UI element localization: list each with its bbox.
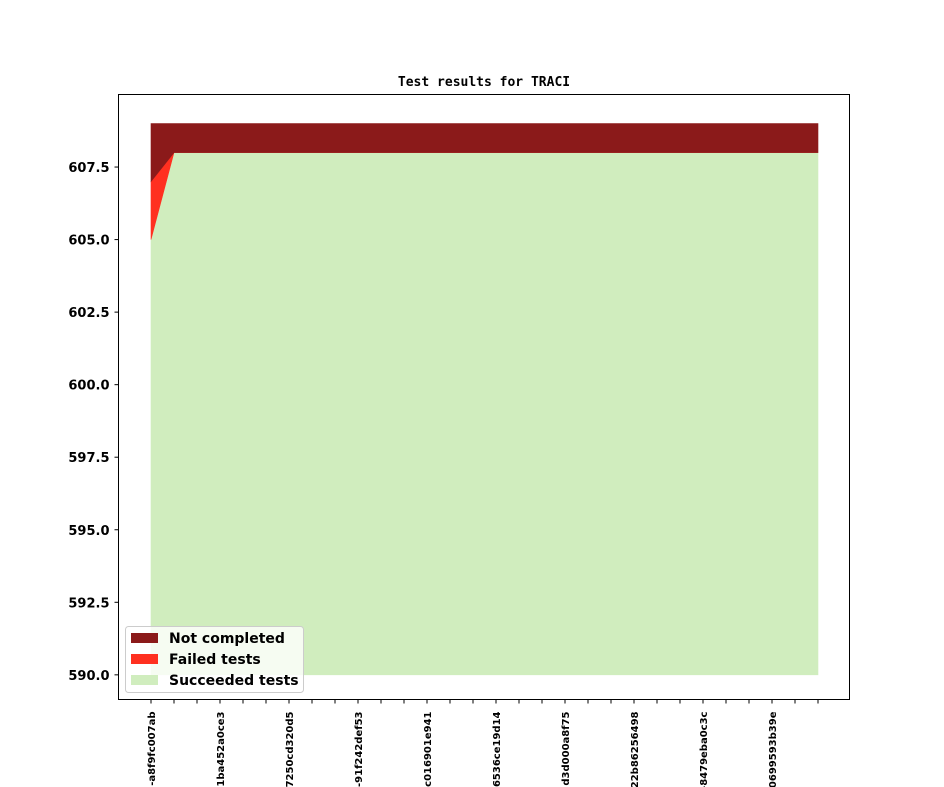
x-tick-label: -91f242def53 — [354, 711, 365, 787]
legend-label: Not completed — [169, 631, 285, 647]
x-tick-label: 0699593b39e — [768, 711, 779, 787]
x-tick-label: d3d000a8f75 — [561, 711, 572, 785]
legend-label: Failed tests — [169, 652, 261, 668]
x-axis: -a8f9fc007ab -1ba452a0ce3 7250cd320d5 -91f2… — [147, 699, 819, 787]
area-succeeded-tests — [150, 152, 819, 676]
area-series-group — [150, 123, 819, 676]
y-tick-label: 602.5 — [68, 306, 109, 321]
y-tick-label: 590.0 — [68, 669, 109, 684]
y-tick-label: 600.0 — [68, 379, 109, 394]
legend-swatch — [131, 633, 158, 643]
x-tick-label: -a8f9fc007ab — [147, 712, 158, 786]
y-tick-label: 597.5 — [68, 451, 109, 466]
x-tick-label: -8479eba0c3c — [699, 711, 710, 787]
y-tick-label: 592.5 — [68, 596, 109, 611]
plot-frame — [118, 94, 850, 700]
y-tick-label: 595.0 — [68, 524, 109, 539]
y-tick-label: 607.5 — [68, 161, 109, 176]
legend-box — [125, 626, 304, 693]
x-tick-label: 6536ce19d14 — [492, 711, 503, 787]
x-tick-label: c016901e941 — [423, 711, 434, 786]
legend-label: Succeeded tests — [169, 673, 299, 689]
y-tick-label: 605.0 — [68, 234, 109, 249]
area-not-completed — [150, 123, 819, 183]
x-tick-label: 22b86256498 — [630, 711, 641, 787]
legend-swatch — [131, 654, 158, 664]
legend-swatch — [131, 675, 158, 685]
x-tick-label: 7250cd320d5 — [285, 711, 296, 787]
x-tick-label: -1ba452a0ce3 — [216, 711, 227, 787]
chart-title: Test results for TRACI — [398, 75, 570, 90]
legend: Not completed Failed tests Succeeded tests — [125, 626, 304, 693]
y-axis: 590.0 592.5 595.0 597.5 600.0 602.5 605.0 607.5 — [68, 161, 119, 684]
